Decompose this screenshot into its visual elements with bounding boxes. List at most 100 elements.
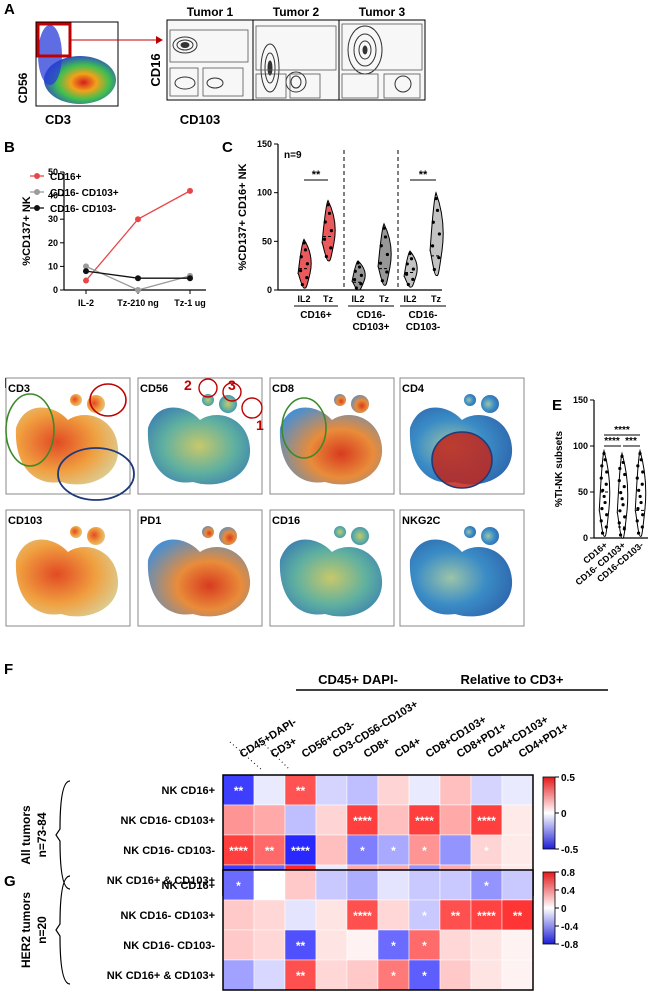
cell-stars: * bbox=[422, 844, 427, 858]
colorbar-label: 0 bbox=[561, 809, 567, 820]
legend-marker bbox=[34, 189, 40, 195]
legend-label: CD16- CD103+ bbox=[50, 188, 119, 199]
y-tick-label: 50 bbox=[578, 487, 588, 497]
tsne-cloud bbox=[279, 539, 383, 617]
heatmap-cell bbox=[315, 834, 348, 866]
tsne-cloud bbox=[147, 407, 251, 485]
group-label: CD16- bbox=[409, 310, 438, 321]
row-group-label: All tumors bbox=[19, 805, 33, 865]
heatmap-cell bbox=[408, 959, 441, 991]
violin-dot bbox=[385, 252, 389, 257]
heatmap-cell bbox=[253, 774, 286, 806]
heatmap-cell bbox=[284, 869, 317, 901]
tsne-label: CD56 bbox=[140, 383, 168, 395]
violin-dot bbox=[639, 458, 643, 462]
violin-dot bbox=[432, 267, 436, 272]
y-tick-label: 0 bbox=[583, 533, 588, 543]
violin-dot bbox=[431, 220, 435, 224]
heatmap-cell bbox=[346, 869, 379, 901]
heatmap-cell bbox=[253, 899, 286, 931]
heatmap-cell bbox=[315, 929, 348, 961]
cell-stars: **** bbox=[477, 909, 496, 923]
condition-label: Tz bbox=[379, 294, 389, 304]
group-label: CD16+ bbox=[300, 310, 332, 321]
cluster-ring bbox=[57, 447, 135, 501]
data-point bbox=[135, 216, 141, 223]
panel-label-f: F bbox=[4, 661, 13, 678]
y-tick-label: 150 bbox=[257, 139, 272, 149]
colorbar-label: -0.5 bbox=[561, 845, 579, 856]
violin bbox=[598, 448, 611, 537]
violin-dot bbox=[600, 507, 604, 511]
heatmap-cell bbox=[501, 899, 534, 931]
violin bbox=[403, 250, 418, 288]
data-point bbox=[83, 263, 89, 270]
sig-stars: ** bbox=[419, 169, 428, 181]
violin-dot bbox=[379, 244, 383, 248]
violin-dot bbox=[382, 226, 386, 230]
data-point bbox=[83, 277, 89, 284]
heatmap-cell bbox=[222, 959, 255, 991]
cell-stars: ** bbox=[296, 969, 306, 983]
header-group: CD45+ DAPI- bbox=[318, 672, 398, 687]
heatmap-cell bbox=[439, 869, 472, 901]
violin-dot bbox=[623, 472, 627, 477]
violin-dot bbox=[600, 531, 605, 535]
violin-dot bbox=[298, 269, 303, 273]
data-point bbox=[187, 187, 193, 194]
row-label: NK CD16- CD103- bbox=[123, 940, 215, 952]
heatmap-cell bbox=[346, 959, 379, 991]
violin-dot bbox=[620, 454, 624, 458]
panel-a-yaxis: CD56 bbox=[16, 72, 30, 103]
colorbar-label: 0.4 bbox=[561, 886, 575, 897]
tsne-cluster bbox=[202, 526, 214, 538]
x-tick-label: IL-2 bbox=[78, 298, 94, 308]
heatmap-cell bbox=[315, 804, 348, 836]
heatmap-cell bbox=[346, 774, 379, 806]
colorbar-label: 0.5 bbox=[561, 773, 575, 784]
tsne-label: CD3 bbox=[8, 383, 30, 395]
tumor-1-title: Tumor 1 bbox=[187, 5, 234, 19]
sig-stars: *** bbox=[625, 436, 637, 447]
violin-dot bbox=[618, 533, 623, 537]
heatmap-cell bbox=[470, 804, 503, 836]
violin-dot bbox=[359, 282, 363, 286]
panel-a-tumors: Tumor 1 Tumor 2 Tumor 3 CD16 CD103 bbox=[148, 5, 426, 127]
tsne-cloud bbox=[279, 407, 383, 485]
data-point bbox=[187, 275, 193, 282]
x-tick-label: Tz-210 ng bbox=[117, 298, 159, 308]
row-group-label: HER2 tumors bbox=[19, 892, 33, 968]
heatmap-cell bbox=[470, 899, 503, 931]
cell-stars: **** bbox=[291, 844, 310, 858]
tsne-cluster bbox=[464, 526, 476, 538]
tsne-cluster bbox=[481, 395, 499, 413]
x-tick-label: Tz-1 ug bbox=[174, 298, 206, 308]
violin-dot bbox=[329, 246, 333, 250]
heatmap-cell bbox=[439, 929, 472, 961]
tsne-label: CD16 bbox=[272, 515, 300, 527]
heatmap-cell bbox=[377, 834, 410, 866]
heatmap-cell bbox=[470, 929, 503, 961]
cell-stars: * bbox=[484, 879, 489, 893]
heatmap-cell bbox=[253, 869, 286, 901]
heatmap-cell bbox=[253, 804, 286, 836]
cluster-ring bbox=[222, 382, 242, 402]
row-label: NK CD16- CD103+ bbox=[121, 910, 215, 922]
violin-dot bbox=[602, 452, 606, 456]
heatmap-cell bbox=[222, 834, 255, 866]
condition-label: IL2 bbox=[403, 294, 416, 304]
violin-dot bbox=[411, 277, 415, 281]
tsne-label: NKG2C bbox=[402, 515, 441, 527]
violin-dot bbox=[604, 525, 608, 529]
cell-stars: * bbox=[391, 939, 396, 953]
header-group: Relative to CD3+ bbox=[461, 672, 564, 687]
violin-dot bbox=[322, 237, 327, 241]
violin-dot bbox=[640, 482, 644, 486]
violin-dot bbox=[639, 500, 643, 505]
condition-label: Tz bbox=[431, 294, 441, 304]
cell-stars: **** bbox=[353, 909, 372, 923]
n-annotation: n=9 bbox=[284, 150, 302, 161]
violin-dot bbox=[437, 232, 441, 236]
cell-stars: ** bbox=[451, 909, 461, 923]
